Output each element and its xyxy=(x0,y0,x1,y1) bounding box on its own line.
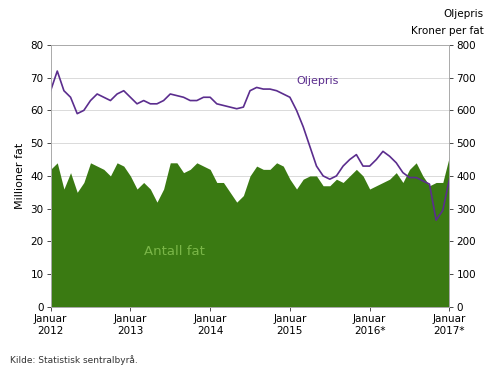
Text: Antall fat: Antall fat xyxy=(144,245,205,258)
Text: Oljepris: Oljepris xyxy=(297,76,339,86)
Text: Kroner per fat: Kroner per fat xyxy=(411,26,484,36)
Y-axis label: Millioner fat: Millioner fat xyxy=(15,143,25,209)
Text: Oljepris: Oljepris xyxy=(443,9,484,19)
Text: Kilde: Statistisk sentralbyrå.: Kilde: Statistisk sentralbyrå. xyxy=(10,355,137,365)
